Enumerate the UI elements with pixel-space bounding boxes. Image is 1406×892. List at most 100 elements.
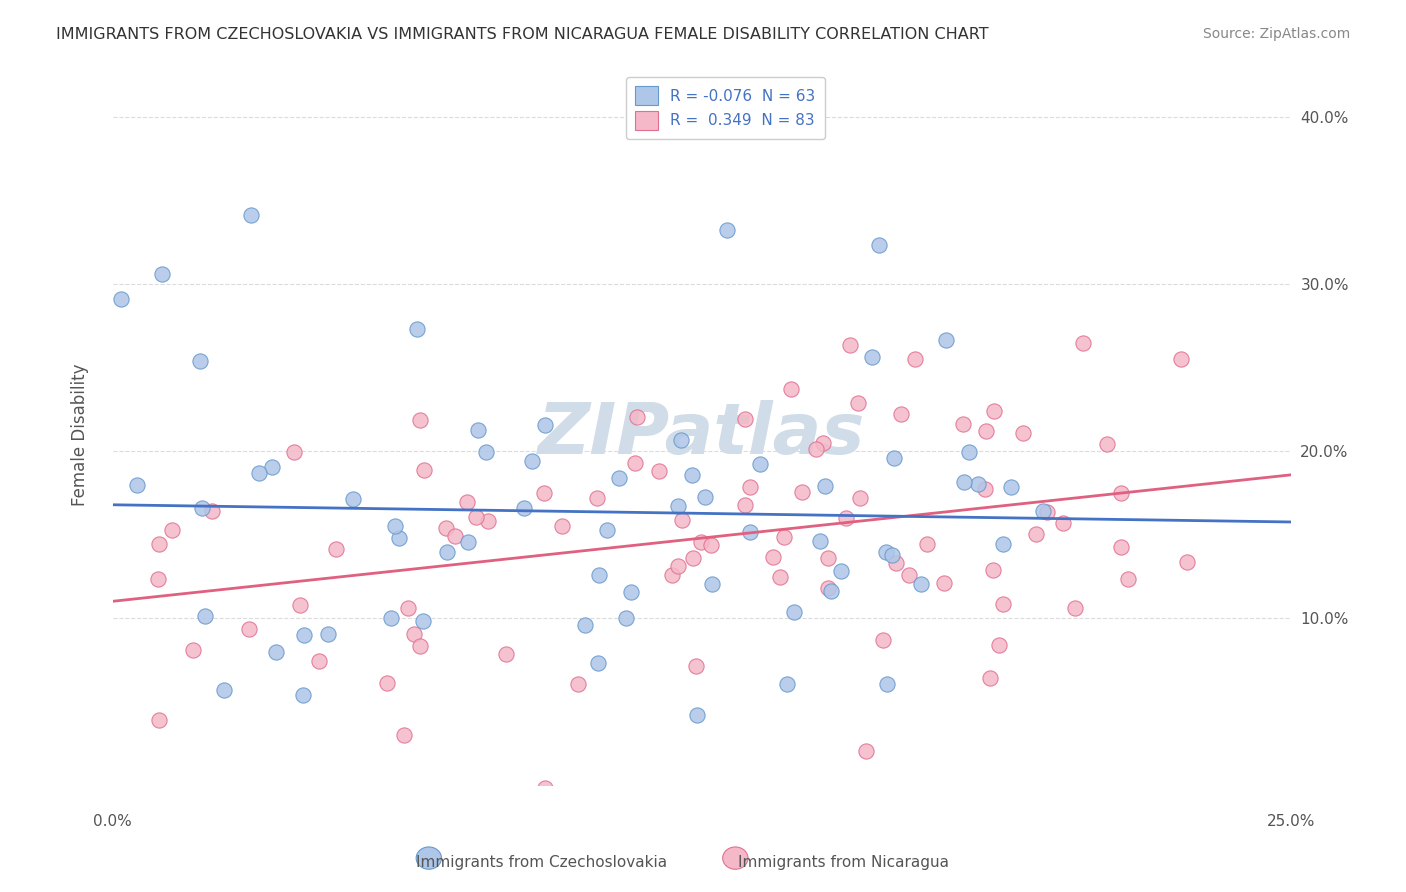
Point <box>876 676 898 690</box>
Point <box>666 499 689 513</box>
Point <box>443 528 465 542</box>
Point <box>890 408 912 422</box>
Text: 25.0%: 25.0% <box>1267 814 1315 829</box>
Point <box>408 640 430 654</box>
Point <box>1036 505 1059 519</box>
Point <box>1071 335 1094 350</box>
Point <box>1170 352 1192 367</box>
Point <box>288 598 311 612</box>
Point <box>1032 503 1054 517</box>
Point <box>868 238 890 252</box>
Point <box>585 491 607 505</box>
Point <box>467 423 489 437</box>
Text: IMMIGRANTS FROM CZECHOSLOVAKIA VS IMMIGRANTS FROM NICARAGUA FEMALE DISABILITY CO: IMMIGRANTS FROM CZECHOSLOVAKIA VS IMMIGR… <box>56 27 988 42</box>
Text: ZIPatlas: ZIPatlas <box>538 400 866 469</box>
Point <box>661 568 683 582</box>
Point <box>1118 572 1140 586</box>
Point <box>773 530 796 544</box>
Point <box>214 683 236 698</box>
Point <box>817 550 839 565</box>
Point <box>413 462 436 476</box>
Point <box>477 514 499 528</box>
Point <box>817 581 839 595</box>
Point <box>465 509 488 524</box>
Point <box>292 628 315 642</box>
Point <box>988 638 1011 652</box>
Point <box>1064 600 1087 615</box>
Text: Source: ZipAtlas.com: Source: ZipAtlas.com <box>1202 27 1350 41</box>
Point <box>685 659 707 673</box>
Point <box>1011 425 1033 440</box>
Point <box>1025 526 1047 541</box>
Point <box>308 654 330 668</box>
Legend: R = -0.076  N = 63, R =  0.349  N = 83: R = -0.076 N = 63, R = 0.349 N = 83 <box>626 77 825 139</box>
Point <box>780 382 803 396</box>
Point <box>734 411 756 425</box>
Point <box>952 417 974 432</box>
Point <box>436 545 458 559</box>
Point <box>855 744 877 758</box>
Point <box>396 601 419 615</box>
Point <box>734 498 756 512</box>
Point <box>813 436 835 450</box>
Point <box>872 632 894 647</box>
Point <box>686 707 709 722</box>
Text: 0.0%: 0.0% <box>93 814 132 829</box>
Point <box>669 434 692 448</box>
Point <box>574 618 596 632</box>
Point <box>910 577 932 591</box>
Point <box>264 645 287 659</box>
Point <box>318 627 340 641</box>
Point <box>533 485 555 500</box>
Text: Immigrants from Czechoslovakia: Immigrants from Czechoslovakia <box>416 855 666 870</box>
Point <box>904 352 927 367</box>
Point <box>981 564 1004 578</box>
Point <box>671 513 693 527</box>
Point <box>247 467 270 481</box>
Point <box>934 576 956 591</box>
Point <box>595 523 617 537</box>
Point <box>534 418 557 433</box>
Point <box>762 549 785 564</box>
Point <box>125 477 148 491</box>
Point <box>700 577 723 591</box>
Point <box>620 585 643 599</box>
Point <box>886 556 908 570</box>
Point <box>342 492 364 507</box>
Point <box>146 572 169 586</box>
Point <box>776 677 799 691</box>
Point <box>412 614 434 628</box>
Point <box>513 500 536 515</box>
Point <box>1109 485 1132 500</box>
Point <box>804 442 827 457</box>
Point <box>681 467 703 482</box>
Point <box>380 611 402 625</box>
Point <box>915 537 938 551</box>
Point <box>700 538 723 552</box>
Point <box>405 322 427 336</box>
Point <box>238 622 260 636</box>
Point <box>898 568 921 582</box>
Point <box>404 627 426 641</box>
Point <box>862 350 884 364</box>
Point <box>834 511 856 525</box>
Point <box>991 597 1014 611</box>
Point <box>783 605 806 619</box>
Point <box>614 611 637 625</box>
Point <box>648 464 671 478</box>
Point <box>190 354 212 368</box>
Point <box>769 570 792 584</box>
Point <box>880 548 903 562</box>
Point <box>457 535 479 549</box>
Point <box>150 267 173 281</box>
Point <box>148 537 170 551</box>
Point <box>682 550 704 565</box>
Point <box>409 413 432 427</box>
Point <box>738 524 761 539</box>
Point <box>520 453 543 467</box>
Point <box>953 475 976 489</box>
Point <box>967 476 990 491</box>
Point <box>808 533 831 548</box>
Point <box>983 403 1005 417</box>
Point <box>262 459 284 474</box>
